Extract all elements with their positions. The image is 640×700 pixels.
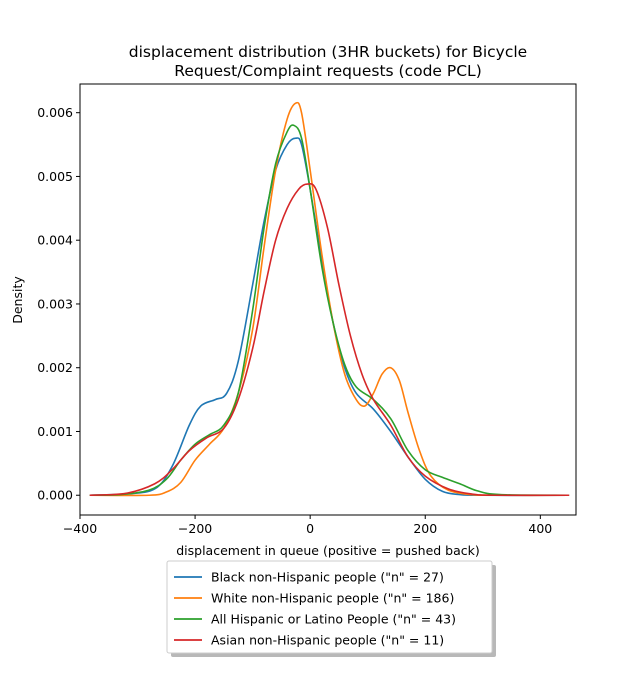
y-tick-label: 0.000	[37, 488, 73, 503]
series-line-1	[89, 101, 570, 497]
x-tick-label: −400	[63, 521, 97, 536]
y-tick-label: 0.006	[37, 105, 73, 120]
legend-box	[166, 560, 493, 654]
y-tick-label: 0.003	[37, 296, 73, 311]
y-tick-label: 0.004	[37, 233, 73, 248]
x-axis-ticks: −400 −200 0 200 400	[63, 515, 552, 536]
x-tick-label: 400	[528, 521, 552, 536]
y-tick-label: 0.005	[37, 169, 73, 184]
series-line-2	[89, 124, 570, 497]
legend-label-2: All Hispanic or Latino People ("n" = 43)	[211, 612, 456, 627]
legend-entries: Black non-Hispanic people ("n" = 27) Whit…	[174, 570, 456, 648]
x-tick-label: −200	[178, 521, 212, 536]
x-tick-label: 200	[413, 521, 437, 536]
legend-label-0: Black non-Hispanic people ("n" = 27)	[211, 570, 444, 585]
x-axis-label: displacement in queue (positive = pushed…	[176, 543, 480, 558]
x-tick-label: 0	[306, 521, 314, 536]
y-tick-label: 0.001	[37, 424, 73, 439]
y-tick-label: 0.002	[37, 360, 73, 375]
series-layer	[89, 101, 570, 497]
series-line-3	[89, 183, 570, 497]
legend-label-1: White non-Hispanic people ("n" = 186)	[211, 591, 454, 606]
chart-title-line-2: Request/Complaint requests (code PCL)	[174, 62, 482, 80]
legend-label-3: Asian non-Hispanic people ("n" = 11)	[211, 633, 444, 648]
y-axis-label: Density	[10, 276, 25, 324]
legend: Black non-Hispanic people ("n" = 27) Whit…	[166, 560, 496, 657]
series-line-0	[89, 137, 570, 497]
chart-title-line-1: displacement distribution (3HR buckets) …	[129, 43, 527, 61]
plot-frame	[79, 83, 577, 516]
y-axis-ticks: 0.000 0.001 0.002 0.003 0.004 0.005 0.006	[37, 105, 80, 503]
